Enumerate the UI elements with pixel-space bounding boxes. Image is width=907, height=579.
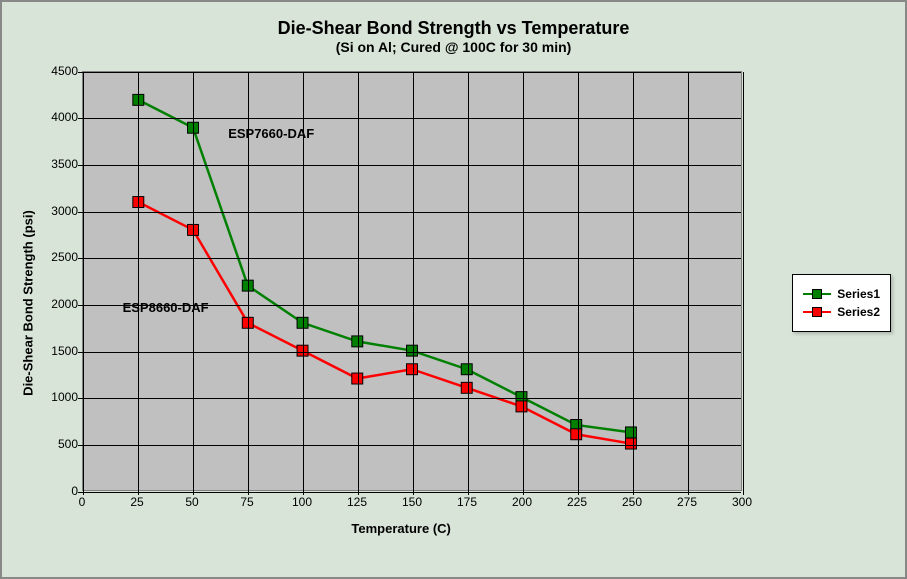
- x-axis-label: Temperature (C): [40, 521, 762, 536]
- chart-title: Die-Shear Bond Strength vs Temperature: [16, 18, 891, 39]
- series-line-Series2: [138, 202, 631, 444]
- series-line-Series1: [138, 99, 631, 432]
- marker-Series2: [625, 438, 636, 449]
- x-tick-label: 125: [347, 495, 367, 509]
- y-tick-label: 4500: [51, 64, 78, 78]
- x-tick-label: 250: [622, 495, 642, 509]
- marker-Series2: [407, 363, 418, 374]
- marker-Series2: [461, 382, 472, 393]
- gridline-v: [688, 72, 689, 490]
- plot-column: 050010001500200025003000350040004500 ESP…: [40, 71, 762, 536]
- y-tick-label: 500: [58, 437, 78, 451]
- x-tick-label: 300: [732, 495, 752, 509]
- y-axis-label-wrap: Die-Shear Bond Strength (psi): [16, 63, 40, 543]
- x-tick-label: 50: [185, 495, 198, 509]
- y-tick-label: 1500: [51, 344, 78, 358]
- chart-subtitle: (Si on Al; Cured @ 100C for 30 min): [16, 39, 891, 55]
- gridline-h: [83, 72, 741, 73]
- chart-container: Die-Shear Bond Strength vs Temperature (…: [0, 0, 907, 579]
- legend: Series1 Series2: [792, 274, 891, 332]
- gridline-h: [83, 165, 741, 166]
- series-svg: [83, 72, 741, 490]
- legend-item-series2: Series2: [803, 305, 880, 319]
- gridline-v: [413, 72, 414, 490]
- x-tick-label: 150: [402, 495, 422, 509]
- gridline-h: [83, 258, 741, 259]
- gridline-v: [523, 72, 524, 490]
- gridline-h: [83, 445, 741, 446]
- x-tick-label: 75: [240, 495, 253, 509]
- x-tick-label: 275: [677, 495, 697, 509]
- annotation-label: ESP7660-DAF: [228, 126, 314, 141]
- chart-inner: Die-Shear Bond Strength (psi) 0500100015…: [16, 63, 891, 543]
- gridline-v: [468, 72, 469, 490]
- y-tick-label: 4000: [51, 110, 78, 124]
- x-tick-label: 25: [130, 495, 143, 509]
- marker-Series1: [407, 345, 418, 356]
- gridline-v: [578, 72, 579, 490]
- xtick-row-wrap: 0 25 50 75 100 125 150 175 200 225 250 275 300: [40, 491, 762, 515]
- gridline-v: [633, 72, 634, 490]
- plot-area: ESP7660-DAF ESP8660-DAF: [82, 71, 742, 491]
- gridline-h: [83, 118, 741, 119]
- legend-swatch-series2: [803, 305, 831, 319]
- gridline-h: [83, 398, 741, 399]
- legend-item-series1: Series1: [803, 287, 880, 301]
- y-tick-column: 050010001500200025003000350040004500: [40, 71, 82, 491]
- y-tick-label: 2000: [51, 297, 78, 311]
- marker-Series1: [461, 363, 472, 374]
- y-axis-label: Die-Shear Bond Strength (psi): [21, 210, 36, 396]
- marker-Series1: [625, 426, 636, 437]
- gridline-v: [193, 72, 194, 490]
- y-tick-label: 3500: [51, 157, 78, 171]
- x-tick-label: 100: [292, 495, 312, 509]
- y-tick-label: 1000: [51, 390, 78, 404]
- x-tick-label: 175: [457, 495, 477, 509]
- gridline-h: [83, 212, 741, 213]
- x-tick-label: 0: [79, 495, 86, 509]
- plot-row: 050010001500200025003000350040004500 ESP…: [40, 71, 762, 491]
- gridline-h: [83, 352, 741, 353]
- legend-swatch-series1: [803, 287, 831, 301]
- gridline-v: [138, 72, 139, 490]
- annotation-label: ESP8660-DAF: [123, 300, 209, 315]
- legend-label-series2: Series2: [837, 305, 880, 319]
- gridline-v: [358, 72, 359, 490]
- y-tick-label: 2500: [51, 250, 78, 264]
- marker-Series2: [571, 428, 582, 439]
- gridline-v: [743, 72, 744, 490]
- x-tick-label: 225: [567, 495, 587, 509]
- y-tick-label: 0: [71, 484, 78, 498]
- marker-Series2: [516, 400, 527, 411]
- gridline-v: [83, 72, 84, 490]
- legend-label-series1: Series1: [837, 287, 880, 301]
- y-tick-label: 3000: [51, 204, 78, 218]
- x-tick-label: 200: [512, 495, 532, 509]
- x-tick-row: 0255075100125150175200225250275300: [82, 491, 742, 515]
